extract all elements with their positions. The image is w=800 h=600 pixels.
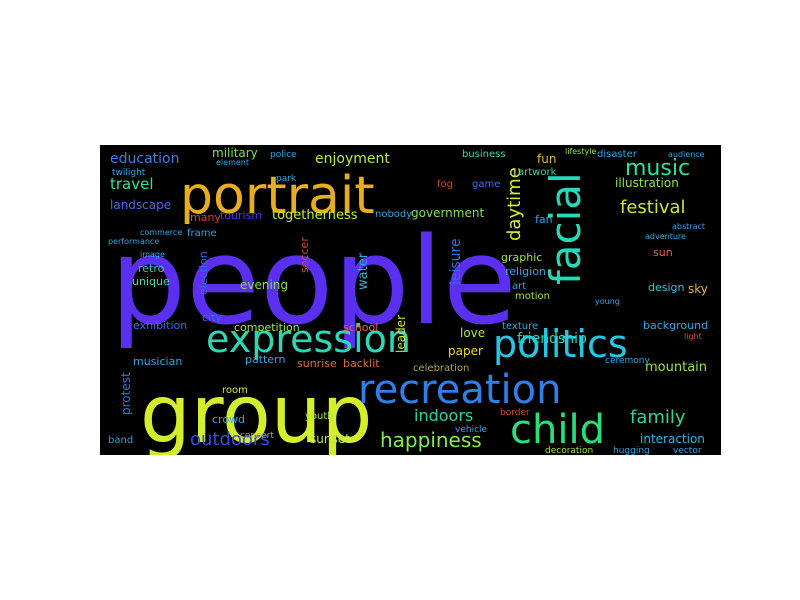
word-decoration: decoration: [545, 446, 593, 455]
word-adventure: adventure: [645, 232, 686, 241]
word-band: band: [108, 435, 133, 446]
word-unique: unique: [132, 275, 170, 288]
word-many: many: [190, 211, 221, 224]
word-pattern: pattern: [245, 353, 285, 366]
word-landscape: landscape: [110, 198, 171, 212]
word-retro: retro: [138, 262, 165, 275]
word-music: music: [625, 156, 690, 181]
word-police: police: [270, 150, 297, 160]
word-disaster: disaster: [597, 149, 638, 160]
word-border: border: [500, 408, 530, 418]
word-youth: youth: [305, 411, 334, 422]
word-sky: sky: [688, 282, 708, 296]
word-religion: religion: [505, 265, 546, 278]
word-fog: fog: [437, 179, 453, 190]
word-competition: competition: [234, 321, 300, 334]
word-celebration: celebration: [413, 363, 469, 374]
word-business: business: [462, 149, 506, 160]
word-artwork: artwork: [518, 167, 557, 178]
word-group: group: [140, 368, 372, 455]
word-indoors: indoors: [414, 406, 473, 425]
word-mountain: mountain: [645, 360, 707, 375]
word-illustration: illustration: [615, 176, 679, 190]
word-vector: vector: [673, 446, 702, 455]
word-hugging: hugging: [613, 446, 650, 455]
word-concert: concert: [240, 431, 274, 441]
word-image: image: [140, 250, 165, 259]
word-vehicle: vehicle: [455, 425, 488, 435]
word-daytime: daytime: [504, 167, 525, 241]
word-protest: protest: [119, 372, 133, 415]
word-leader: leader: [394, 315, 408, 353]
word-friendship: friendship: [517, 331, 587, 347]
word-child: child: [510, 407, 605, 453]
word-military: military: [212, 146, 258, 160]
word-audience: audience: [668, 150, 705, 159]
word-young: young: [595, 297, 620, 306]
word-school: school: [343, 321, 378, 334]
word-graphic: graphic: [501, 251, 542, 264]
word-game: game: [472, 179, 500, 190]
word-crowd: crowd: [212, 413, 245, 426]
word-nobody: nobody: [375, 209, 412, 220]
word-love: love: [460, 326, 485, 340]
word-water: water: [356, 252, 371, 290]
word-sunset: sunset: [310, 432, 350, 446]
word-people: people: [110, 213, 517, 352]
word-festival: festival: [620, 197, 686, 218]
word-recreation: recreation: [358, 367, 561, 413]
word-frame: frame: [187, 228, 217, 239]
word-design: design: [648, 281, 685, 294]
word-light: light: [684, 332, 702, 341]
word-education: education: [110, 151, 179, 167]
word-outdoors: outdoors: [190, 429, 270, 450]
word-sunrise: sunrise: [297, 357, 337, 370]
word-musician: musician: [133, 355, 182, 368]
word-abstract: abstract: [672, 222, 705, 231]
word-leisure: leisure: [448, 238, 464, 285]
word-fun: fun: [537, 152, 556, 166]
word-happiness: happiness: [380, 428, 482, 452]
word-cloud: people group portrait recreation expression p…: [100, 145, 721, 455]
word-paper: paper: [448, 344, 483, 358]
word-art: art: [512, 281, 526, 292]
word-tourism: tourism: [220, 209, 262, 222]
word-twilight: twilight: [112, 168, 146, 178]
word-performance: performance: [108, 237, 159, 246]
word-interaction: interaction: [640, 432, 705, 446]
word-government: government: [411, 206, 484, 220]
word-backlit: backlit: [343, 357, 380, 370]
word-park: park: [276, 174, 297, 184]
word-facial: facial: [541, 172, 590, 285]
word-room: room: [222, 385, 248, 396]
word-election: election: [197, 251, 210, 295]
word-sun: sun: [653, 246, 673, 259]
word-expression: expression: [206, 317, 411, 361]
word-element: element: [216, 158, 249, 167]
word-portrait: portrait: [180, 166, 375, 226]
word-fan: fan: [535, 213, 553, 226]
word-politics: politics: [493, 322, 628, 366]
word-lifestyle: lifestyle: [565, 147, 596, 156]
word-travel: travel: [110, 175, 154, 193]
word-exhibition: exhibition: [133, 319, 187, 332]
word-background: background: [643, 319, 708, 332]
word-soccer: soccer: [298, 237, 311, 273]
word-commerce: commerce: [140, 228, 182, 237]
word-city: city: [202, 311, 222, 324]
word-family: family: [630, 407, 686, 428]
word-enjoyment: enjoyment: [315, 151, 390, 167]
word-evening: evening: [240, 278, 288, 292]
word-togetherness: togetherness: [272, 208, 358, 223]
word-ceremony: ceremony: [605, 356, 651, 366]
word-texture: texture: [502, 321, 538, 332]
word-motion: motion: [515, 291, 550, 302]
